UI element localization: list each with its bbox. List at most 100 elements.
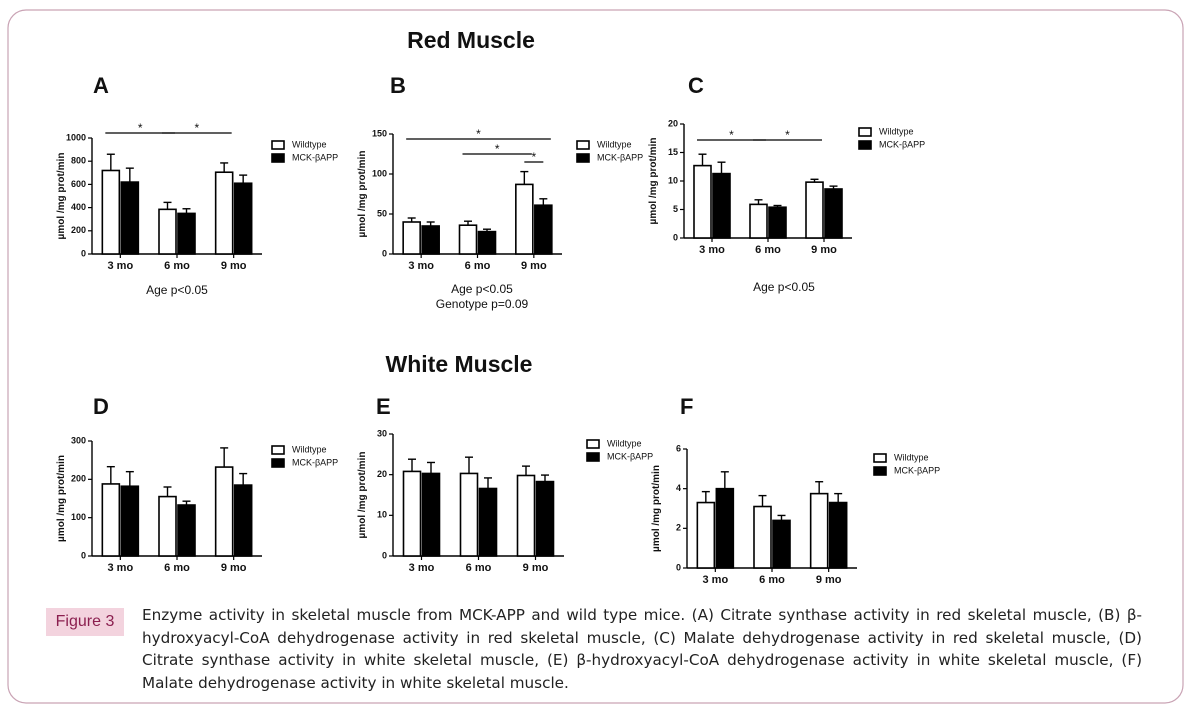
y-axis-label: µmol /mg prot/min: [56, 153, 67, 240]
bar: [158, 208, 177, 255]
y-axis-label: µmol /mg prot/min: [648, 138, 659, 225]
legend-swatch: [873, 466, 887, 476]
legend-swatch: [271, 445, 285, 455]
y-tick-label: 10: [377, 510, 387, 520]
legend-label: Wildtype: [607, 438, 642, 448]
bar: [177, 212, 196, 255]
x-tick-label: 9 mo: [523, 562, 549, 574]
legend-swatch: [873, 453, 887, 463]
bar: [402, 470, 422, 557]
y-tick-label: 10: [668, 175, 678, 185]
panel-letter: E: [376, 394, 391, 419]
bar: [828, 501, 848, 569]
bar: [715, 487, 735, 569]
bar: [459, 472, 479, 557]
bar: [101, 483, 121, 557]
bar: [516, 474, 536, 557]
x-tick-label: 3 mo: [408, 260, 434, 272]
bar: [402, 221, 421, 255]
legend-swatch: [271, 140, 285, 150]
bar: [477, 230, 497, 255]
figure-caption: Enzyme activity in skeletal muscle from …: [142, 606, 1142, 692]
panel-letter: B: [390, 73, 406, 98]
x-tick-label: 6 mo: [164, 260, 190, 272]
bar: [158, 495, 177, 557]
bar: [458, 224, 478, 255]
x-tick-label: 9 mo: [221, 260, 247, 272]
x-tick-label: 9 mo: [811, 244, 837, 256]
y-tick-label: 50: [377, 208, 387, 218]
significance-label: *: [138, 121, 143, 135]
x-tick-label: 6 mo: [755, 244, 781, 256]
bar: [101, 169, 121, 255]
x-tick-label: 6 mo: [465, 260, 491, 272]
legend-swatch: [576, 140, 590, 150]
frame: [7, 9, 1184, 704]
y-tick-label: 2: [676, 523, 681, 533]
x-tick-label: 9 mo: [816, 574, 842, 586]
legend-label: MCK-βAPP: [292, 457, 338, 467]
y-tick-label: 300: [71, 435, 86, 445]
bar: [421, 225, 440, 255]
y-tick-label: 0: [676, 562, 681, 572]
bar: [177, 504, 196, 557]
y-tick-label: 4: [676, 483, 681, 493]
bar: [233, 182, 253, 255]
y-tick-label: 1000: [66, 132, 86, 142]
x-tick-label: 9 mo: [521, 260, 547, 272]
y-tick-label: 15: [668, 147, 678, 157]
y-axis-label: µmol /mg prot/min: [651, 465, 662, 552]
y-tick-label: 400: [71, 202, 86, 212]
bar: [749, 203, 768, 239]
x-tick-label: 6 mo: [466, 562, 492, 574]
x-tick-label: 6 mo: [759, 574, 785, 586]
annotation: Genotype p=0.09: [436, 297, 529, 311]
y-tick-label: 6: [676, 443, 681, 453]
annotation: Age p<0.05: [451, 282, 513, 296]
section-heading: Red Muscle: [407, 27, 535, 53]
y-tick-label: 0: [81, 550, 86, 560]
legend-label: MCK-βAPP: [292, 152, 338, 162]
figure-label: Figure 3: [46, 608, 124, 636]
y-tick-label: 200: [71, 474, 86, 484]
significance-label: *: [194, 121, 199, 135]
bar: [696, 501, 716, 569]
bar: [534, 204, 553, 255]
y-tick-label: 0: [382, 248, 387, 258]
y-tick-label: 20: [668, 118, 678, 128]
significance-label: *: [531, 150, 536, 164]
y-tick-label: 150: [372, 128, 387, 138]
legend-label: Wildtype: [894, 452, 929, 462]
y-tick-label: 100: [71, 512, 86, 522]
panel-letter: D: [93, 394, 109, 419]
bar: [805, 181, 824, 239]
bar: [535, 480, 555, 557]
x-tick-label: 3 mo: [107, 260, 133, 272]
bar: [214, 466, 234, 557]
x-tick-label: 6 mo: [164, 562, 190, 574]
significance-label: *: [729, 128, 734, 142]
panel-letter: F: [680, 394, 693, 419]
legend-swatch: [586, 439, 600, 449]
legend-swatch: [576, 153, 590, 163]
x-tick-label: 3 mo: [699, 244, 725, 256]
legend-label: MCK-βAPP: [607, 451, 653, 461]
bar: [712, 172, 731, 239]
panel-letter: C: [688, 73, 704, 98]
legend-label: Wildtype: [292, 139, 327, 149]
y-axis-label: µmol /mg prot/min: [357, 151, 368, 238]
y-axis-label: µmol /mg prot/min: [56, 455, 67, 542]
x-tick-label: 3 mo: [107, 562, 133, 574]
significance-label: *: [476, 127, 481, 141]
bar: [120, 485, 140, 557]
y-tick-label: 0: [81, 248, 86, 258]
x-tick-label: 3 mo: [409, 562, 435, 574]
legend-label: MCK-βAPP: [597, 152, 643, 162]
bar: [772, 519, 791, 569]
x-tick-label: 9 mo: [221, 562, 247, 574]
bar: [824, 188, 843, 239]
annotation: Age p<0.05: [146, 283, 208, 297]
legend-swatch: [858, 140, 872, 150]
y-tick-label: 600: [71, 179, 86, 189]
significance-label: *: [785, 128, 790, 142]
